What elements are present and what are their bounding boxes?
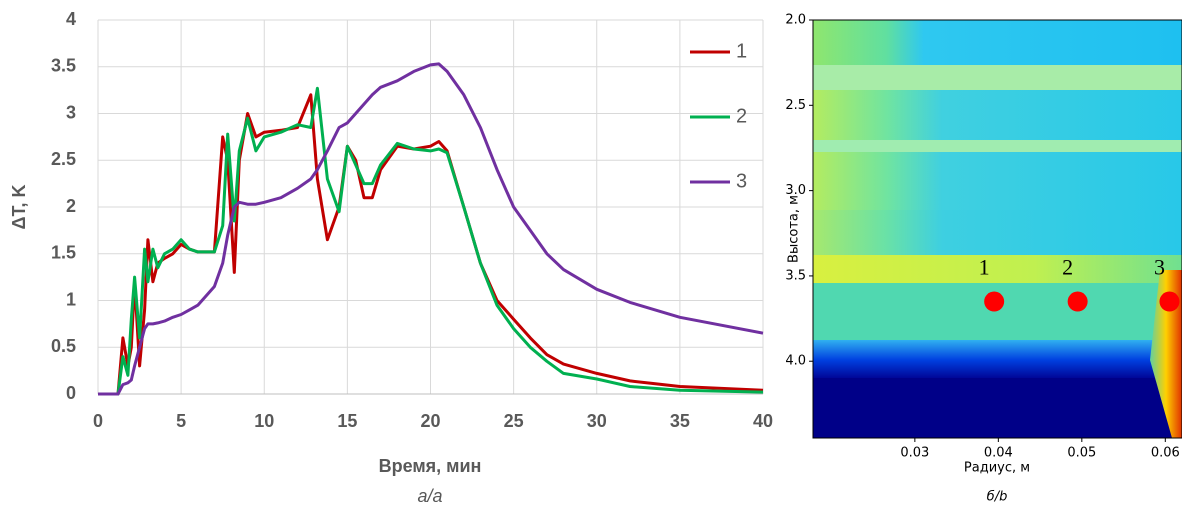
y-tick-label: 2.5	[51, 149, 76, 169]
y-tick-label: 4.0	[785, 354, 806, 369]
x-tick-label: 0.04	[984, 446, 1013, 461]
line-series	[98, 62, 764, 396]
probe-label: 2	[1062, 255, 1073, 280]
x-tick-label: 0	[93, 411, 103, 431]
x-tick-label: 20	[420, 411, 440, 431]
band	[813, 65, 1182, 90]
legend-label: 3	[736, 170, 747, 192]
y-tick-label: 2.5	[785, 98, 806, 113]
x-axis-label: Радиус, м	[964, 461, 1030, 476]
band	[813, 90, 1182, 140]
x-tick-label: 0.06	[1151, 446, 1180, 461]
y-tick-label: 3.5	[51, 56, 76, 76]
band	[813, 283, 1182, 343]
y-axis-label: ΔT, K	[9, 185, 29, 230]
plot-frame	[812, 19, 1182, 439]
band	[813, 378, 1182, 438]
line-series	[98, 86, 764, 396]
y-tick-label: 0	[66, 383, 76, 403]
band	[813, 255, 1182, 283]
caption: б/b	[987, 490, 1008, 505]
y-tick-label: 3.0	[785, 183, 806, 198]
y-tick-label: 2.0	[785, 13, 806, 28]
probe-point	[984, 291, 1005, 312]
x-tick-label: 40	[753, 411, 773, 431]
band	[813, 20, 1182, 65]
probe-point	[1159, 291, 1180, 312]
x-tick-label: 5	[176, 411, 186, 431]
legend-label: 2	[736, 105, 747, 127]
y-tick-label: 1	[66, 289, 76, 309]
x-tick-label: 0.03	[900, 446, 929, 461]
band	[813, 152, 1182, 210]
x-tick-label: 25	[504, 411, 524, 431]
band	[813, 340, 1182, 380]
x-tick-label: 10	[254, 411, 274, 431]
probe-label: 3	[1154, 255, 1165, 280]
probe-point	[1067, 291, 1088, 312]
y-tick-label: 3.5	[785, 268, 806, 283]
band	[813, 140, 1182, 152]
heatmap-field	[813, 20, 1182, 438]
legend-label: 1	[736, 40, 747, 62]
x-axis-label: Время, мин	[379, 456, 482, 476]
y-tick-label: 3	[66, 102, 76, 122]
x-tick-label: 30	[587, 411, 607, 431]
x-tick-label: 15	[337, 411, 357, 431]
x-tick-label: 35	[670, 411, 690, 431]
line-panel: ΔT, K Время, мин а/a 00.511.522.533.540 5…	[9, 9, 773, 506]
y-tick-label: 2	[66, 196, 76, 216]
heatmap-panel: Высота, м Радиус, м б/b 2.0 2.5 3.0 3.5 4.0 0…	[785, 13, 1182, 505]
y-tick-label: 4	[66, 9, 76, 29]
probe-label: 1	[979, 255, 990, 280]
y-tick-label: 0.5	[51, 336, 76, 356]
caption: а/a	[417, 486, 442, 506]
y-axis-label: Высота, м	[787, 195, 802, 263]
x-tick-label: 0.05	[1067, 446, 1096, 461]
y-tick-label: 1.5	[51, 243, 76, 263]
hot-zone	[1150, 270, 1182, 438]
band	[813, 210, 1182, 260]
